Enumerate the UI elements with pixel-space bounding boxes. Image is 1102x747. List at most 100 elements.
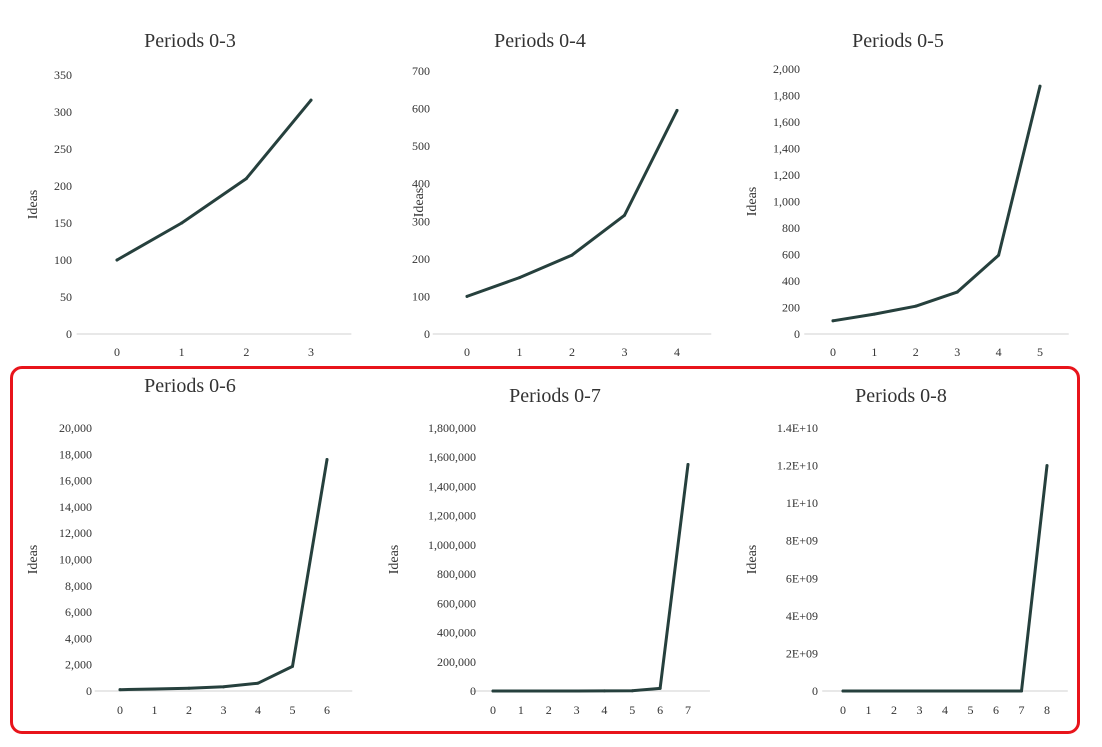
data-point bbox=[1020, 689, 1023, 693]
x-tick-label: 2 bbox=[186, 703, 192, 717]
highlight-box bbox=[10, 366, 1080, 734]
data-point bbox=[222, 685, 225, 689]
y-tick-label: 400,000 bbox=[437, 626, 476, 640]
y-tick-label: 1,000 bbox=[773, 195, 800, 209]
y-tick-label: 18,000 bbox=[59, 447, 92, 461]
y-tick-label: 0 bbox=[66, 327, 72, 341]
y-axis-label: Ideas bbox=[26, 545, 41, 575]
x-tick-label: 0 bbox=[117, 703, 123, 717]
y-tick-label: 6E+09 bbox=[786, 571, 818, 585]
y-axis-label: Ideas bbox=[745, 545, 760, 575]
y-tick-label: 100 bbox=[412, 289, 430, 303]
x-tick-label: 3 bbox=[308, 345, 314, 359]
y-axis-label: Ideas bbox=[387, 545, 402, 575]
series-line bbox=[115, 98, 313, 262]
data-point bbox=[1038, 84, 1042, 88]
x-tick-label: 5 bbox=[968, 703, 974, 717]
data-point bbox=[547, 689, 551, 693]
y-tick-label: 2,000 bbox=[773, 62, 800, 76]
x-tick-label: 6 bbox=[657, 703, 663, 717]
data-point bbox=[675, 108, 679, 112]
y-tick-label: 600 bbox=[782, 248, 800, 262]
y-tick-label: 200 bbox=[782, 301, 800, 315]
y-tick-label: 350 bbox=[54, 68, 72, 82]
data-point bbox=[658, 686, 662, 690]
y-tick-label: 1,200,000 bbox=[428, 509, 476, 523]
series-line bbox=[465, 108, 679, 298]
y-tick-label: 0 bbox=[470, 684, 476, 698]
y-axis-label: Ideas bbox=[412, 188, 427, 218]
x-tick-label: 3 bbox=[221, 703, 227, 717]
data-point bbox=[831, 319, 835, 323]
y-tick-label: 8E+09 bbox=[786, 534, 818, 548]
x-tick-label: 5 bbox=[629, 703, 635, 717]
data-point bbox=[969, 689, 972, 693]
y-tick-label: 400 bbox=[782, 274, 800, 288]
data-point bbox=[918, 689, 921, 693]
x-tick-label: 0 bbox=[464, 345, 470, 359]
y-tick-label: 1,800 bbox=[773, 89, 800, 103]
y-tick-label: 0 bbox=[424, 327, 430, 341]
chart-title: Periods 0-3 bbox=[144, 30, 236, 52]
y-tick-label: 100 bbox=[54, 253, 72, 267]
data-point bbox=[686, 463, 690, 467]
y-tick-label: 2,000 bbox=[65, 658, 92, 672]
x-tick-label: 5 bbox=[1037, 345, 1043, 359]
x-tick-label: 8 bbox=[1044, 703, 1050, 717]
data-point bbox=[325, 458, 329, 462]
data-point bbox=[867, 689, 870, 693]
chart-2: Periods 0-4 Ideas 0 100 200 300 400 500 600 700 0 1… bbox=[412, 30, 712, 359]
y-tick-label: 250 bbox=[54, 142, 72, 156]
data-point bbox=[118, 688, 122, 692]
chart-1: Periods 0-3 Ideas 0 50 100 150 200 250 300 350 0 1 2… bbox=[26, 30, 352, 359]
y-tick-label: 4,000 bbox=[65, 631, 92, 645]
x-tick-label: 2 bbox=[913, 345, 919, 359]
data-point bbox=[914, 304, 918, 308]
data-point bbox=[623, 213, 626, 217]
x-tick-label: 0 bbox=[830, 345, 836, 359]
data-point bbox=[519, 689, 523, 693]
x-tick-label: 4 bbox=[255, 703, 261, 717]
chart-4: Periods 0-6 Ideas 0 2,000 4,000 6,000 8,000 10,… bbox=[26, 375, 353, 717]
y-tick-label: 600,000 bbox=[437, 596, 476, 610]
y-tick-label: 400 bbox=[412, 177, 430, 191]
y-tick-label: 200 bbox=[412, 252, 430, 266]
x-tick-label: 3 bbox=[574, 703, 580, 717]
series-line bbox=[831, 84, 1042, 323]
y-tick-label: 1,400,000 bbox=[428, 479, 476, 493]
x-tick-label: 3 bbox=[622, 345, 628, 359]
data-point bbox=[997, 253, 1001, 257]
chart-3: Periods 0-5 Ideas 0 200 400 600 800 1,000 1,200 1… bbox=[745, 30, 1069, 359]
data-point bbox=[153, 687, 156, 691]
y-tick-label: 200 bbox=[54, 179, 72, 193]
x-tick-label: 3 bbox=[917, 703, 923, 717]
x-tick-label: 1 bbox=[179, 345, 185, 359]
data-point bbox=[955, 290, 959, 294]
y-tick-label: 1,000,000 bbox=[428, 538, 476, 552]
y-tick-label: 1,800,000 bbox=[428, 421, 476, 435]
y-tick-label: 50 bbox=[60, 290, 72, 304]
data-point bbox=[309, 98, 313, 102]
y-tick-label: 300 bbox=[412, 214, 430, 228]
x-tick-label: 7 bbox=[1019, 703, 1025, 717]
data-point bbox=[630, 689, 634, 693]
y-tick-label: 8,000 bbox=[65, 579, 92, 593]
chart-title: Periods 0-6 bbox=[144, 375, 236, 397]
y-tick-label: 300 bbox=[54, 105, 72, 119]
y-tick-label: 1,400 bbox=[773, 142, 800, 156]
y-tick-label: 10,000 bbox=[59, 553, 92, 567]
x-tick-label: 6 bbox=[993, 703, 999, 717]
y-tick-label: 1E+10 bbox=[786, 496, 818, 510]
data-point bbox=[518, 276, 521, 280]
y-tick-label: 0 bbox=[812, 684, 818, 698]
y-tick-label: 800,000 bbox=[437, 567, 476, 581]
y-tick-label: 12,000 bbox=[59, 526, 92, 540]
y-tick-label: 1,600 bbox=[773, 115, 800, 129]
y-tick-label: 600 bbox=[412, 102, 430, 116]
data-point bbox=[872, 312, 876, 316]
data-point bbox=[575, 689, 579, 693]
data-point bbox=[491, 689, 495, 693]
x-tick-label: 1 bbox=[871, 345, 877, 359]
y-tick-label: 1,200 bbox=[773, 168, 800, 182]
